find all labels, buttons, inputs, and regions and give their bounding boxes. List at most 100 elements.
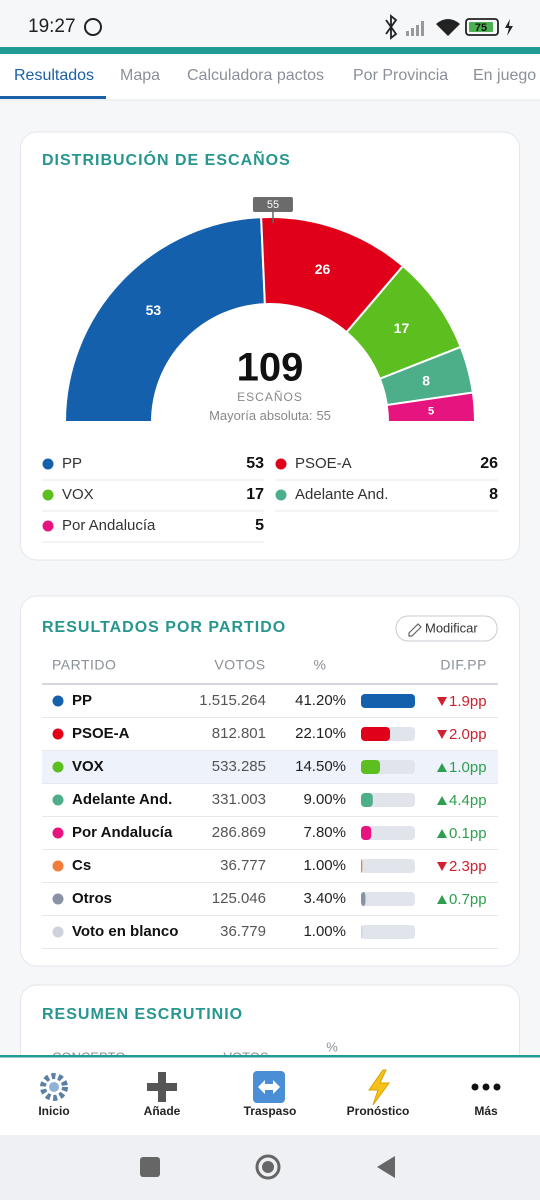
nav-label[interactable]: Traspaso: [244, 1104, 297, 1118]
segment-label: 17: [394, 320, 410, 336]
percent: 1.00%: [303, 857, 346, 874]
bar: [361, 826, 372, 840]
wifi-icon: [436, 19, 460, 36]
modify-button-text[interactable]: Modificar: [425, 620, 478, 635]
tab[interactable]: En juego: [473, 67, 536, 84]
party-dot: [52, 794, 64, 806]
legend-dot: [42, 520, 54, 532]
battery-icon: [465, 18, 499, 36]
trend-arrow: [437, 730, 447, 739]
legend-value: 17: [246, 486, 264, 503]
legend-name: Adelante And.: [295, 486, 388, 503]
signal-icon: [406, 21, 424, 36]
party-dot: [52, 893, 64, 905]
chart-title: DISTRIBUCIÓN DE ESCAÑOS: [42, 149, 291, 169]
bar: [361, 892, 366, 906]
votes: 533.285: [212, 758, 266, 775]
percent: 9.00%: [303, 791, 346, 808]
nav-label[interactable]: Añade: [144, 1104, 181, 1118]
trend-arrow: [437, 829, 447, 838]
trend-arrow: [437, 862, 447, 871]
party-dot: [52, 728, 64, 740]
nav-label[interactable]: Más: [474, 1104, 498, 1118]
column-header: PARTIDO: [52, 657, 116, 673]
dif: 2.3pp: [449, 858, 487, 875]
nav-label[interactable]: Pronóstico: [347, 1104, 410, 1118]
icon-inicio: [40, 1073, 68, 1101]
votes: 36.779: [220, 923, 266, 940]
majority-badge: [252, 197, 293, 212]
legend-dot: [42, 489, 54, 501]
legend-dot: [275, 489, 287, 501]
modify-button[interactable]: [395, 615, 498, 642]
majority-text: Mayoría absoluta: 55: [209, 408, 331, 423]
tab[interactable]: Resultados: [14, 67, 94, 84]
whatsapp-icon: [84, 18, 102, 36]
segment-label: 5: [428, 405, 434, 417]
legend-value: 26: [480, 455, 498, 472]
legend-name: VOX: [62, 486, 94, 503]
segment-label: 8: [422, 372, 430, 388]
party-name: PSOE-A: [72, 725, 130, 742]
majority-value: 55: [316, 408, 330, 423]
tab[interactable]: Calculadora pactos: [187, 67, 324, 84]
percent: 14.50%: [295, 758, 346, 775]
legend-name: PP: [62, 455, 82, 472]
dif: 4.4pp: [449, 792, 487, 809]
icon-mas: [471, 1083, 501, 1091]
column-header: VOTOS: [214, 657, 265, 673]
summary-column-header: %: [326, 1039, 338, 1054]
trend-arrow: [437, 763, 447, 772]
bar-track: [361, 826, 415, 840]
party-name: PP: [72, 692, 92, 709]
party-name: Voto en blanco: [72, 923, 178, 940]
battery-text: 75: [475, 22, 487, 34]
dif: 0.1pp: [449, 825, 487, 842]
votes: 36.777: [220, 857, 266, 874]
bar: [361, 727, 390, 741]
bar-track: [361, 925, 415, 939]
tab[interactable]: Mapa: [120, 67, 160, 84]
active-tab-indicator: [0, 96, 106, 99]
bar-track: [361, 892, 415, 906]
dif: 1.9pp: [449, 693, 487, 710]
party-name: Otros: [72, 890, 112, 907]
seat-segment: [63, 216, 266, 423]
header-bar: [0, 47, 540, 54]
bar: [361, 694, 415, 708]
icon-anade: [147, 1072, 177, 1102]
back-button[interactable]: [377, 1156, 395, 1178]
nav-label[interactable]: Inicio: [38, 1104, 69, 1118]
tab[interactable]: Por Provincia: [353, 67, 448, 84]
home-button[interactable]: [255, 1154, 281, 1180]
bar-track: [361, 859, 415, 873]
votes: 331.003: [212, 791, 266, 808]
recents-button[interactable]: [140, 1157, 160, 1177]
trend-arrow: [437, 697, 447, 706]
legend-name: PSOE-A: [295, 455, 352, 472]
votes: 125.046: [212, 890, 266, 907]
bar: [361, 925, 363, 939]
battery-level: [469, 22, 493, 32]
legend-value: 5: [255, 517, 264, 534]
votes: 812.801: [212, 725, 266, 742]
seat-segment: [385, 391, 477, 423]
icon-pronostico: [368, 1069, 390, 1106]
party-name: Adelante And.: [72, 791, 172, 808]
home-button-core: [262, 1161, 274, 1173]
charging-icon: [505, 19, 513, 36]
percent: 3.40%: [303, 890, 346, 907]
percent: 7.80%: [303, 824, 346, 841]
dif: 0.7pp: [449, 891, 487, 908]
nav-top-line: [0, 1055, 540, 1058]
results-title: RESULTADOS POR PARTIDO: [42, 619, 286, 636]
clock: 19:27: [28, 16, 76, 37]
party-dot: [52, 926, 64, 938]
legend-dot: [275, 458, 287, 470]
card: [20, 131, 520, 561]
dif: 1.0pp: [449, 759, 487, 776]
majority-badge-text: 55: [267, 199, 279, 211]
votes: 1.515.264: [199, 692, 266, 709]
